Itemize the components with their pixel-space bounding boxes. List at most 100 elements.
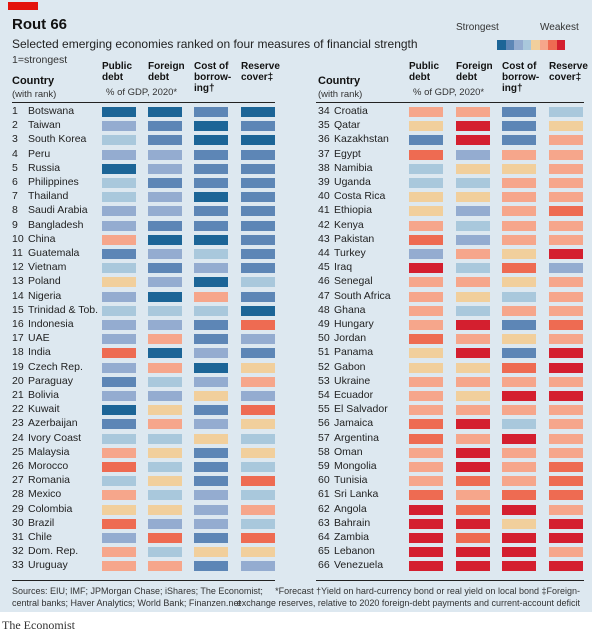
rank: 14 [12,289,24,302]
sources-note: Sources: EIU; IMF; JPMorgan Chase; iShar… [12,585,263,609]
heatmap-cell-foreign-debt [456,419,490,430]
rank: 36 [318,133,330,146]
country-name: Ghana [334,303,366,316]
chart-panel: Rout 66 Selected emerging economies rank… [0,0,592,612]
heatmap-cell-reserve-cover [549,547,583,558]
country-name: Indonesia [28,318,74,330]
publisher-brand: The Economist [2,618,75,632]
heatmap-cell-cost-of-borrowing [194,192,228,203]
row-label: 26 Morocco [12,460,68,472]
heatmap-cell-cost-of-borrowing [502,405,536,416]
heatmap-cell-cost-of-borrowing [502,533,536,543]
heatmap-cell-reserve-cover [241,291,275,302]
heatmap-cell-cost-of-borrowing [502,391,536,401]
header-country: Country [12,75,55,87]
heatmap-cell-foreign-debt [456,121,490,132]
heatmap-cell-reserve-cover [241,277,275,288]
sources-line-1: Sources: EIU; IMF; JPMorgan Chase; iShar… [12,586,263,596]
heatmap-cell-public-debt [102,490,136,501]
heatmap-cell-foreign-debt [148,135,182,146]
row-label: 16 Indonesia [12,318,74,330]
heatmap-cell-foreign-debt [456,277,490,288]
heatmap-cell-foreign-debt [456,320,490,330]
country-name: Romania [28,474,71,487]
heatmap-cell-public-debt [409,433,443,444]
heatmap-cell-cost-of-borrowing [502,220,536,231]
row-label: 45 Iraq [318,261,352,273]
rank: 30 [12,516,24,529]
row-label: 20 Paraguay [12,375,73,387]
heatmap-cell-cost-of-borrowing [194,277,228,288]
heatmap-cell-public-debt [409,291,443,302]
footnote-line-2: exchange reserves, relative to 2020 fore… [236,598,580,608]
heatmap-cell-foreign-debt [148,220,182,231]
row-label: 21 Bolivia [12,389,59,401]
row-label: 33 Uruguay [12,559,68,571]
heatmap-cell-cost-of-borrowing [194,249,228,259]
heatmap-cell-foreign-debt [148,107,182,117]
heatmap-cell-reserve-cover [241,107,275,117]
country-name: Uganda [334,176,371,188]
heatmap-cell-cost-of-borrowing [194,149,228,160]
row-label: 22 Kuwait [12,403,60,415]
row-label: 27 Romania [12,474,70,486]
header-reserve-cover: Reserve [549,61,588,72]
country-name: El Salvador [334,403,388,416]
country-name: Poland [28,275,61,288]
row-label: 36 Kazakhstan [318,133,389,145]
legend-swatch-6 [539,40,548,50]
heatmap-cell-public-debt [409,121,443,132]
heatmap-cell-foreign-debt [456,433,490,444]
heatmap-cell-public-debt [409,107,443,117]
heatmap-cell-cost-of-borrowing [502,192,536,203]
heatmap-cell-public-debt [409,263,443,274]
heatmap-cell-cost-of-borrowing [194,462,228,472]
rank: 18 [12,346,24,359]
rank: 6 [12,176,18,188]
legend-swatch-2 [505,40,514,50]
heatmap-cell-reserve-cover [549,263,583,274]
heatmap-cell-foreign-debt [148,277,182,288]
heatmap-cell-public-debt [102,518,136,529]
rank: 51 [318,346,330,359]
country-name: Russia [28,161,61,174]
heatmap-cell-public-debt [409,490,443,501]
row-label: 4 Peru [12,148,50,160]
rank: 24 [12,431,24,444]
heatmap-cell-public-debt [102,476,136,487]
country-name: Ivory Coast [28,431,82,444]
heatmap-cell-reserve-cover [241,220,275,231]
footnotes: *Forecast †Yield on hard-currency bond o… [237,585,580,609]
heatmap-cell-public-debt [102,362,136,373]
heatmap-cell-foreign-debt [456,178,490,188]
row-label: 48 Ghana [318,304,366,316]
heatmap-cell-cost-of-borrowing [502,504,536,515]
row-label: 56 Jamaica [318,417,373,429]
heatmap-cell-cost-of-borrowing [194,135,228,146]
heatmap-cell-foreign-debt [148,249,182,259]
rank: 10 [12,232,24,245]
rank: 49 [318,318,330,330]
row-label: 39 Uganda [318,176,371,188]
country-name: Kenya [334,218,364,231]
rank: 60 [318,474,330,487]
rank: 3 [12,133,18,146]
heatmap-cell-cost-of-borrowing [194,561,228,572]
row-label: 52 Gabon [318,361,366,373]
heatmap-cell-reserve-cover [549,107,583,117]
rank: 17 [12,332,24,345]
heatmap-cell-reserve-cover [549,192,583,203]
header-rule-right [316,102,584,103]
heatmap-cell-reserve-cover [549,362,583,373]
heatmap-cell-foreign-debt [456,192,490,203]
heatmap-cell-public-debt [409,391,443,401]
country-name: Paraguay [28,374,73,387]
brand-red-tag [8,2,38,10]
heatmap-cell-cost-of-borrowing [502,476,536,487]
heatmap-cell-foreign-debt [148,334,182,345]
country-name: Iraq [334,261,353,274]
heatmap-cell-cost-of-borrowing [502,263,536,274]
country-name: Jordan [334,332,367,345]
row-label: 54 Ecuador [318,389,373,401]
row-label: 28 Mexico [12,488,61,500]
